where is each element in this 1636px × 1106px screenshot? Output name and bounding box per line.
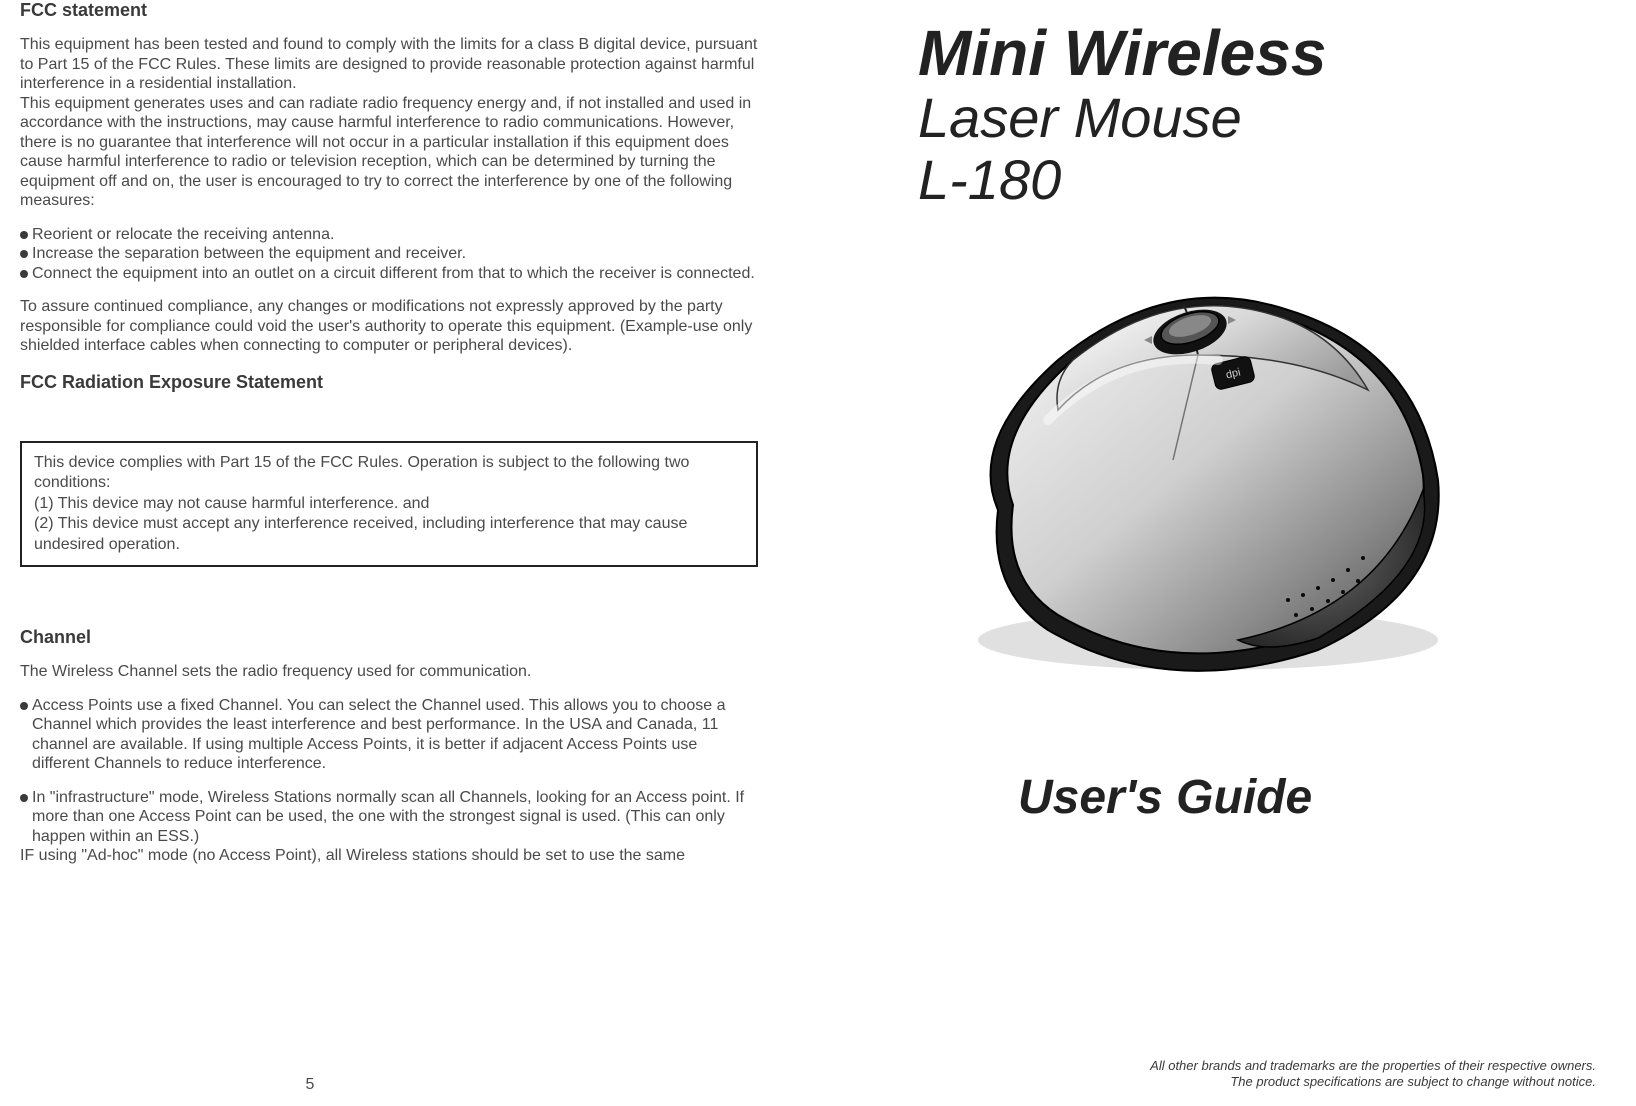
channel-bullet-2: In "infrastructure" mode, Wireless Stati… bbox=[20, 788, 758, 847]
mouse-illustration: dpi bbox=[938, 260, 1458, 690]
bullet-icon bbox=[20, 702, 28, 710]
document-spread: FCC statement This equipment has been te… bbox=[0, 0, 1636, 1106]
footnote-line-1: All other brands and trademarks are the … bbox=[1150, 1058, 1596, 1074]
page-number: 5 bbox=[0, 1076, 620, 1094]
product-title-line-2: Laser Mouse bbox=[918, 87, 1596, 149]
fcc-bullet-1-text: Reorient or relocate the receiving anten… bbox=[32, 225, 334, 245]
channel-heading: Channel bbox=[20, 627, 758, 648]
channel-bullet-1-text: Access Points use a fixed Channel. You c… bbox=[32, 696, 758, 774]
fcc-bullet-3: Connect the equipment into an outlet on … bbox=[20, 264, 758, 284]
trademark-footnote: All other brands and trademarks are the … bbox=[1150, 1058, 1596, 1091]
fcc-paragraph-3: To assure continued compliance, any chan… bbox=[20, 297, 758, 356]
fcc-bullet-1: Reorient or relocate the receiving anten… bbox=[20, 225, 758, 245]
channel-paragraph-1: The Wireless Channel sets the radio freq… bbox=[20, 662, 758, 682]
compliance-line-2: (1) This device may not cause harmful in… bbox=[34, 494, 744, 514]
fcc-bullet-2-text: Increase the separation between the equi… bbox=[32, 244, 466, 264]
fcc-paragraph-1: This equipment has been tested and found… bbox=[20, 35, 758, 94]
users-guide-title: User's Guide bbox=[1018, 770, 1596, 825]
compliance-line-3: (2) This device must accept any interfer… bbox=[34, 514, 744, 555]
fcc-measures-list: Reorient or relocate the receiving anten… bbox=[20, 225, 758, 284]
product-title-line-1: Mini Wireless bbox=[918, 20, 1596, 87]
channel-bullet-1: Access Points use a fixed Channel. You c… bbox=[20, 696, 758, 774]
compliance-box: This device complies with Part 15 of the… bbox=[20, 441, 758, 567]
channel-bullet-2-text-a: In "infrastructure" mode, Wireless Stati… bbox=[32, 788, 758, 847]
product-title-line-3: L-180 bbox=[918, 149, 1596, 211]
bullet-icon bbox=[20, 231, 28, 239]
fcc-paragraph-2: This equipment generates uses and can ra… bbox=[20, 94, 758, 211]
fcc-bullet-2: Increase the separation between the equi… bbox=[20, 244, 758, 264]
fcc-statement-heading: FCC statement bbox=[20, 0, 758, 21]
bullet-icon bbox=[20, 250, 28, 258]
fcc-bullet-3-text: Connect the equipment into an outlet on … bbox=[32, 264, 755, 284]
page-right: Mini Wireless Laser Mouse L-180 bbox=[818, 0, 1636, 1106]
bullet-icon bbox=[20, 794, 28, 802]
footnote-line-2: The product specifications are subject t… bbox=[1150, 1074, 1596, 1090]
compliance-line-1: This device complies with Part 15 of the… bbox=[34, 453, 744, 494]
fcc-radiation-heading: FCC Radiation Exposure Statement bbox=[20, 372, 758, 393]
channel-bullet-2-text-b: IF using "Ad-hoc" mode (no Access Point)… bbox=[20, 846, 758, 866]
page-left: FCC statement This equipment has been te… bbox=[0, 0, 818, 1106]
bullet-icon bbox=[20, 270, 28, 278]
